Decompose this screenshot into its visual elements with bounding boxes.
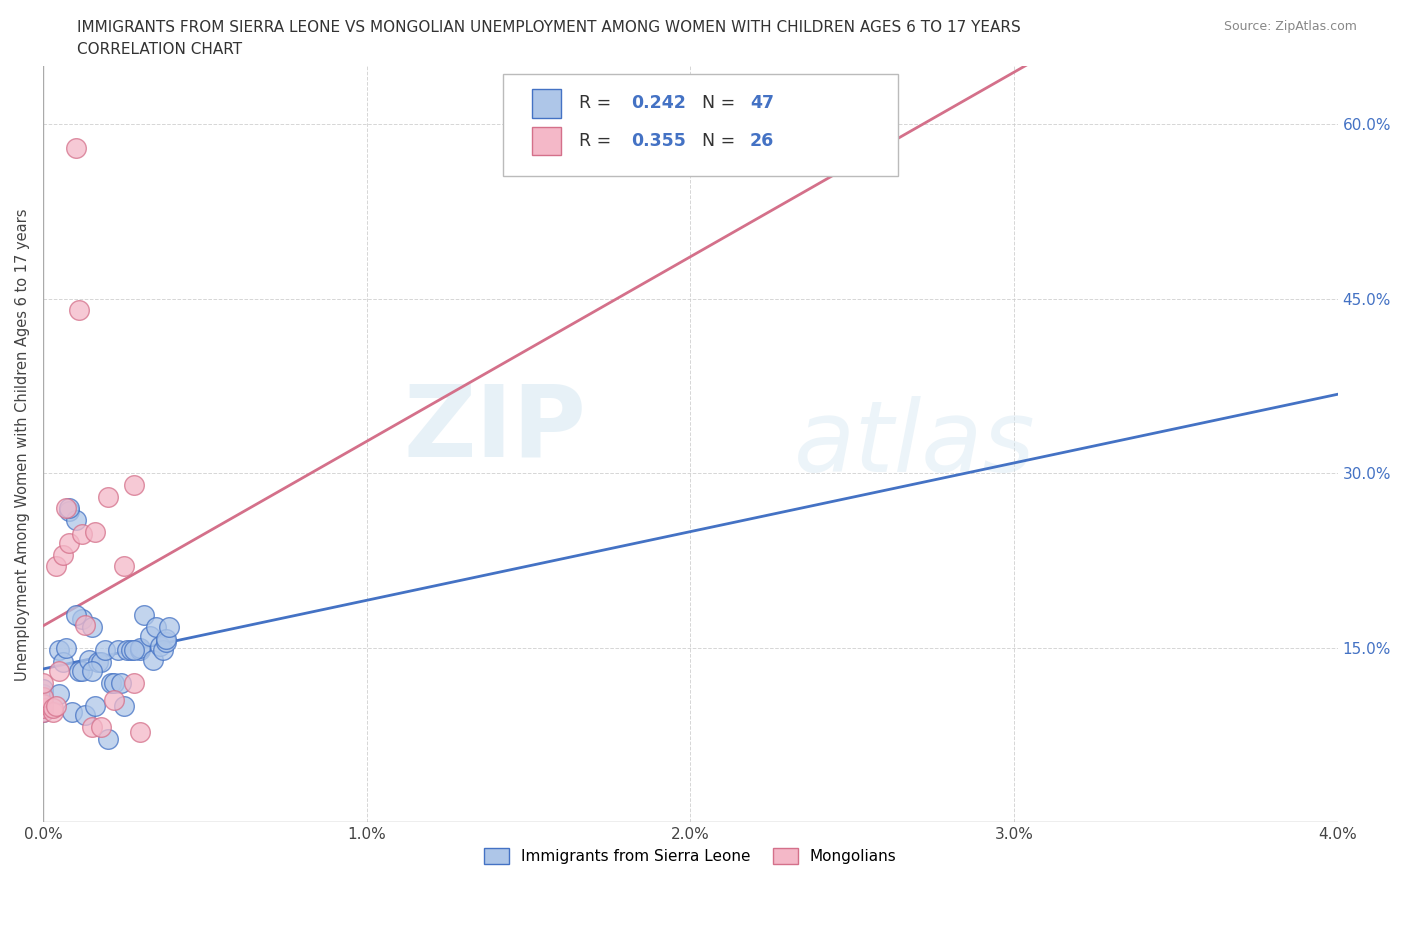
- Point: [97, 489, 120, 504]
- Point: [80, 619, 103, 634]
- Point: [52, 655, 75, 670]
- Point: [42, 701, 65, 716]
- Point: [129, 641, 152, 656]
- Point: [97, 731, 120, 746]
- Point: [75, 708, 97, 723]
- Text: N =: N =: [702, 94, 741, 113]
- Point: [152, 643, 174, 658]
- Point: [32, 704, 55, 719]
- Point: [77, 652, 100, 667]
- Point: [45, 559, 67, 574]
- Point: [32, 697, 55, 711]
- Point: [58, 503, 80, 518]
- Point: [70, 611, 93, 626]
- Point: [70, 526, 93, 541]
- Point: [90, 720, 112, 735]
- Point: [32, 701, 55, 716]
- Point: [48, 687, 70, 702]
- Point: [103, 675, 125, 690]
- Point: [32, 698, 55, 713]
- Point: [84, 698, 107, 713]
- Point: [139, 629, 162, 644]
- Point: [32, 687, 55, 702]
- FancyBboxPatch shape: [533, 126, 561, 155]
- Text: 0.355: 0.355: [631, 132, 686, 150]
- Point: [84, 525, 107, 539]
- Point: [48, 643, 70, 658]
- Point: [117, 643, 139, 658]
- Point: [70, 664, 93, 679]
- Point: [132, 608, 155, 623]
- Point: [52, 548, 75, 563]
- Point: [32, 689, 55, 704]
- Legend: Immigrants from Sierra Leone, Mongolians: Immigrants from Sierra Leone, Mongolians: [477, 840, 904, 871]
- Point: [65, 608, 87, 623]
- Text: R =: R =: [579, 132, 617, 150]
- Point: [32, 704, 55, 719]
- Point: [142, 652, 165, 667]
- Point: [58, 536, 80, 551]
- Point: [80, 720, 103, 735]
- Point: [112, 559, 135, 574]
- FancyBboxPatch shape: [533, 89, 561, 117]
- Point: [122, 643, 145, 658]
- Text: 47: 47: [749, 94, 773, 113]
- Text: IMMIGRANTS FROM SIERRA LEONE VS MONGOLIAN UNEMPLOYMENT AMONG WOMEN WITH CHILDREN: IMMIGRANTS FROM SIERRA LEONE VS MONGOLIA…: [77, 20, 1021, 35]
- Text: CORRELATION CHART: CORRELATION CHART: [77, 42, 242, 57]
- Point: [45, 698, 67, 713]
- Point: [32, 689, 55, 704]
- Point: [112, 698, 135, 713]
- Text: R =: R =: [579, 94, 617, 113]
- Text: N =: N =: [702, 132, 741, 150]
- Point: [58, 501, 80, 516]
- Point: [65, 140, 87, 155]
- Point: [55, 641, 77, 656]
- Point: [155, 634, 177, 649]
- Point: [32, 675, 55, 690]
- Point: [55, 501, 77, 516]
- Y-axis label: Unemployment Among Women with Children Ages 6 to 17 years: Unemployment Among Women with Children A…: [15, 208, 30, 681]
- Point: [120, 643, 142, 658]
- Point: [100, 675, 122, 690]
- Text: 26: 26: [749, 132, 775, 150]
- Point: [87, 655, 110, 670]
- Point: [67, 303, 90, 318]
- Point: [67, 664, 90, 679]
- Point: [107, 643, 129, 658]
- Point: [149, 638, 172, 653]
- Point: [157, 619, 180, 634]
- Text: ZIP: ZIP: [404, 380, 586, 478]
- Text: 0.242: 0.242: [631, 94, 686, 113]
- FancyBboxPatch shape: [503, 73, 897, 176]
- Point: [90, 655, 112, 670]
- Point: [155, 631, 177, 646]
- Point: [129, 724, 152, 739]
- Point: [32, 698, 55, 713]
- Point: [75, 618, 97, 632]
- Point: [65, 512, 87, 527]
- Point: [42, 704, 65, 719]
- Text: Source: ZipAtlas.com: Source: ZipAtlas.com: [1223, 20, 1357, 33]
- Point: [103, 693, 125, 708]
- Point: [48, 664, 70, 679]
- Point: [80, 664, 103, 679]
- Point: [110, 675, 132, 690]
- Point: [122, 478, 145, 493]
- Point: [32, 693, 55, 708]
- Point: [145, 619, 167, 634]
- Point: [122, 675, 145, 690]
- Text: atlas: atlas: [794, 396, 1036, 493]
- Point: [93, 643, 115, 658]
- Point: [129, 643, 152, 658]
- Point: [32, 681, 55, 696]
- Point: [60, 704, 83, 719]
